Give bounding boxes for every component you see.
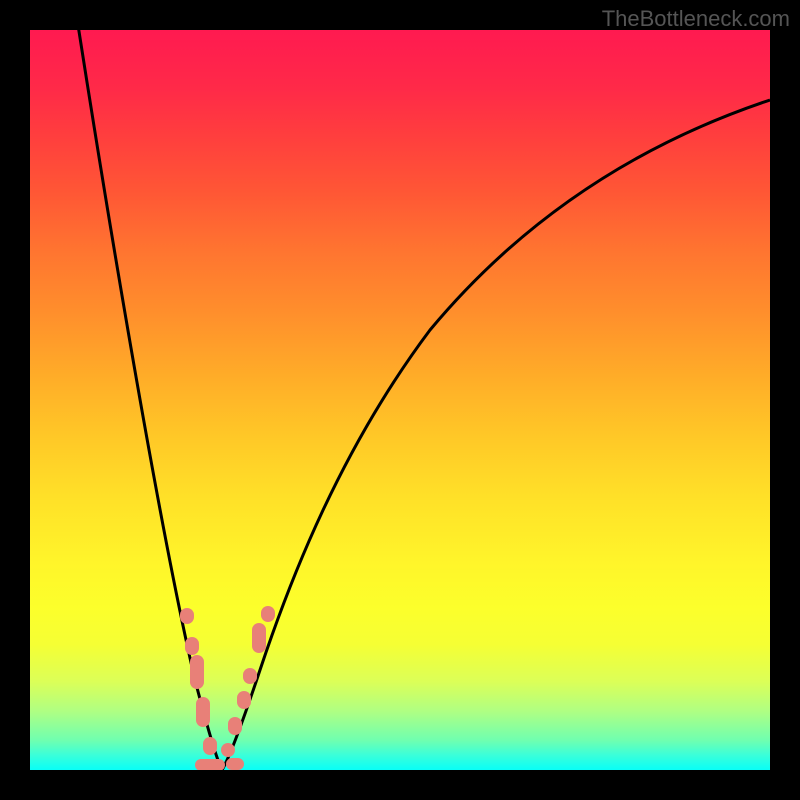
curve-right-branch (222, 100, 770, 770)
data-marker (196, 697, 210, 727)
data-marker (261, 606, 275, 622)
data-marker (243, 668, 257, 684)
data-marker (228, 717, 242, 735)
data-marker (195, 759, 225, 770)
data-marker (237, 691, 251, 709)
watermark-text: TheBottleneck.com (602, 6, 790, 32)
curve-lines (78, 30, 770, 770)
marker-group (180, 606, 275, 770)
data-marker (190, 655, 204, 689)
data-marker (221, 743, 235, 757)
data-marker (180, 608, 194, 624)
data-marker (252, 623, 266, 653)
data-marker (185, 637, 199, 655)
data-marker (203, 737, 217, 755)
bottleneck-curve-chart (30, 30, 770, 770)
data-marker (226, 758, 244, 770)
